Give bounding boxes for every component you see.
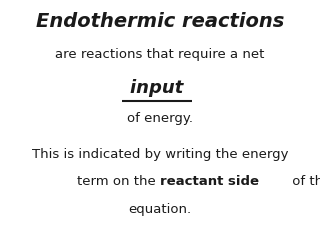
Text: are reactions that require a net: are reactions that require a net (55, 48, 265, 61)
Text: of the: of the (288, 175, 320, 188)
Text: equation.: equation. (128, 203, 192, 216)
Text: Endothermic reactions: Endothermic reactions (36, 12, 284, 31)
Text: reactant side: reactant side (160, 175, 259, 188)
Text: This is indicated by writing the energy: This is indicated by writing the energy (32, 148, 288, 161)
Text: term on the: term on the (77, 175, 160, 188)
Text: of energy.: of energy. (127, 112, 193, 125)
Text: input: input (130, 79, 190, 97)
